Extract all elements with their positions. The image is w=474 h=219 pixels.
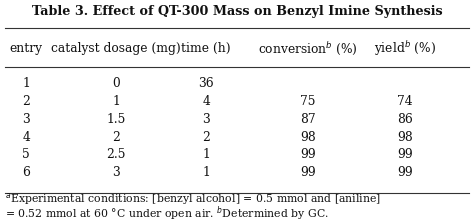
- Text: catalyst dosage (mg): catalyst dosage (mg): [51, 42, 181, 55]
- Text: conversion$^{b}$ (%): conversion$^{b}$ (%): [258, 40, 358, 57]
- Text: 36: 36: [199, 77, 214, 90]
- Text: 99: 99: [397, 148, 413, 161]
- Text: entry: entry: [9, 42, 43, 55]
- Text: Table 3. Effect of QT-300 Mass on Benzyl Imine Synthesis: Table 3. Effect of QT-300 Mass on Benzyl…: [32, 5, 442, 18]
- Text: 99: 99: [300, 148, 316, 161]
- Text: 2: 2: [22, 95, 30, 108]
- Text: 5: 5: [22, 148, 30, 161]
- Text: 2: 2: [202, 131, 210, 144]
- Text: 2: 2: [112, 131, 120, 144]
- Text: 2.5: 2.5: [106, 148, 126, 161]
- Text: $^{a}$Experimental conditions: [benzyl alcohol] = 0.5 mmol and [aniline]: $^{a}$Experimental conditions: [benzyl a…: [5, 191, 381, 207]
- Text: 99: 99: [397, 166, 413, 179]
- Text: 6: 6: [22, 166, 30, 179]
- Text: 1.5: 1.5: [107, 113, 126, 126]
- Text: 98: 98: [397, 131, 413, 144]
- Text: 1: 1: [22, 77, 30, 90]
- Text: 3: 3: [112, 166, 120, 179]
- Text: 1: 1: [112, 95, 120, 108]
- Text: yield$^{b}$ (%): yield$^{b}$ (%): [374, 39, 436, 58]
- Text: time (h): time (h): [182, 42, 231, 55]
- Text: = 0.52 mmol at 60 °C under open air. $^{b}$Determined by GC.: = 0.52 mmol at 60 °C under open air. $^{…: [5, 204, 328, 219]
- Text: 98: 98: [300, 131, 316, 144]
- Text: 86: 86: [397, 113, 413, 126]
- Text: 3: 3: [22, 113, 30, 126]
- Text: 4: 4: [22, 131, 30, 144]
- Text: 0: 0: [112, 77, 120, 90]
- Text: 1: 1: [202, 148, 210, 161]
- Text: 1: 1: [202, 166, 210, 179]
- Text: 3: 3: [202, 113, 210, 126]
- Text: 74: 74: [398, 95, 413, 108]
- Text: 75: 75: [301, 95, 316, 108]
- Text: 99: 99: [300, 166, 316, 179]
- Text: 87: 87: [301, 113, 316, 126]
- Text: 4: 4: [202, 95, 210, 108]
